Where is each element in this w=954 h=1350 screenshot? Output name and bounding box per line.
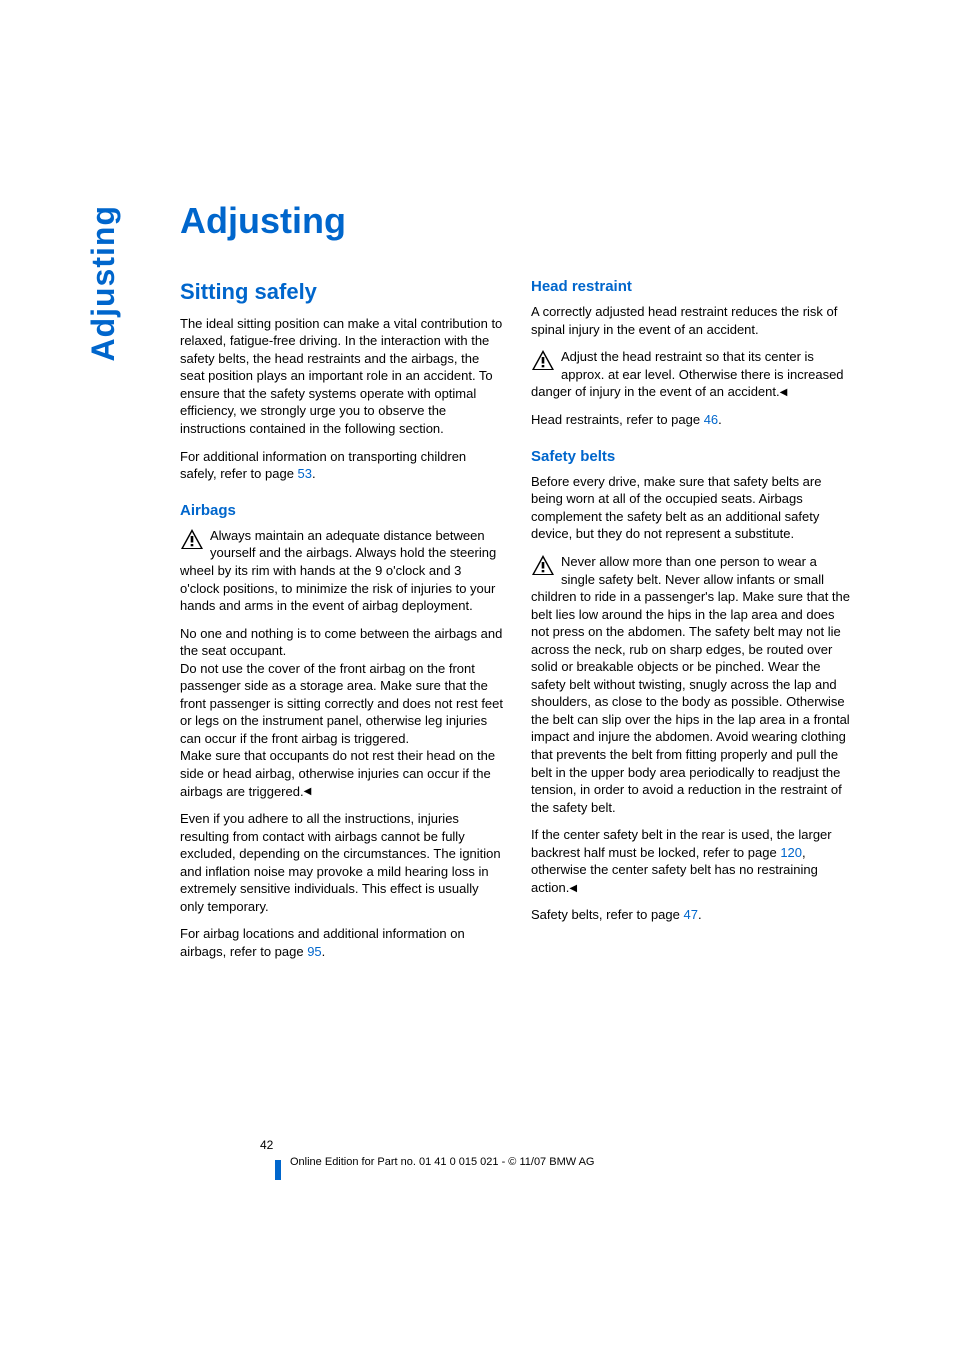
- airbags-ref-text: For airbag locations and additional info…: [180, 926, 465, 959]
- warning-icon: [180, 528, 204, 550]
- belts-warn-text: Never allow more than one person to wear…: [531, 554, 850, 815]
- warning-icon: [531, 349, 555, 371]
- airbags-warn-1: Always maintain an adequate distance bet…: [180, 528, 496, 613]
- airbags-ref: For airbag locations and additional info…: [180, 925, 503, 960]
- head-warn-text: Adjust the head restraint so that its ce…: [531, 349, 844, 399]
- belts-warning-block: Never allow more than one person to wear…: [531, 553, 854, 816]
- sub-title-head-restraint: Head restraint: [531, 277, 854, 297]
- page-link-53[interactable]: 53: [298, 466, 312, 481]
- section-title-sitting-safely: Sitting safely: [180, 277, 503, 307]
- page-number-box: 42: [260, 1136, 281, 1154]
- left-column: Sitting safely The ideal sitting positio…: [180, 277, 503, 970]
- head-warning-block: Adjust the head restraint so that its ce…: [531, 348, 854, 401]
- airbags-warning-block: Always maintain an adequate distance bet…: [180, 527, 503, 615]
- intro-paragraph: The ideal sitting position can make a vi…: [180, 315, 503, 438]
- children-ref: For additional information on transporti…: [180, 448, 503, 483]
- footer-text: Online Edition for Part no. 01 41 0 015 …: [290, 1156, 594, 1168]
- airbags-para-2: No one and nothing is to come between th…: [180, 625, 503, 660]
- sub-title-airbags: Airbags: [180, 501, 503, 521]
- end-mark-icon: [780, 384, 788, 399]
- side-tab-label: Adjusting: [85, 205, 122, 362]
- page-link-47[interactable]: 47: [683, 907, 697, 922]
- head-restraint-para: A correctly adjusted head restraint redu…: [531, 303, 854, 338]
- end-mark-icon: [304, 784, 312, 799]
- page-number: 42: [260, 1138, 281, 1152]
- sub-title-safety-belts: Safety belts: [531, 447, 854, 467]
- airbags-para-5: Even if you adhere to all the instructio…: [180, 810, 503, 915]
- belts-para-2: If the center safety belt in the rear is…: [531, 826, 854, 896]
- head-ref-text: Head restraints, refer to page: [531, 412, 704, 427]
- head-ref: Head restraints, refer to page 46.: [531, 411, 854, 429]
- page-link-46[interactable]: 46: [704, 412, 718, 427]
- children-ref-text: For additional information on transporti…: [180, 449, 466, 482]
- warning-icon: [531, 554, 555, 576]
- belts-para-1: Before every drive, make sure that safet…: [531, 473, 854, 543]
- page-number-bar: [275, 1160, 281, 1180]
- right-column: Head restraint A correctly adjusted head…: [531, 277, 854, 970]
- content-columns: Sitting safely The ideal sitting positio…: [180, 277, 854, 970]
- end-mark-icon: [569, 880, 577, 895]
- chapter-title: Adjusting: [180, 200, 854, 242]
- page-link-120[interactable]: 120: [780, 845, 802, 860]
- belts-ref: Safety belts, refer to page 47.: [531, 906, 854, 924]
- airbags-para-3: Do not use the cover of the front airbag…: [180, 660, 503, 748]
- airbags-para-4-text: Make sure that occupants do not rest the…: [180, 748, 495, 798]
- belts-ref-text: Safety belts, refer to page: [531, 907, 683, 922]
- page-link-95[interactable]: 95: [307, 944, 321, 959]
- page: Adjusting Adjusting Sitting safely The i…: [0, 0, 954, 1350]
- airbags-para-4: Make sure that occupants do not rest the…: [180, 747, 503, 800]
